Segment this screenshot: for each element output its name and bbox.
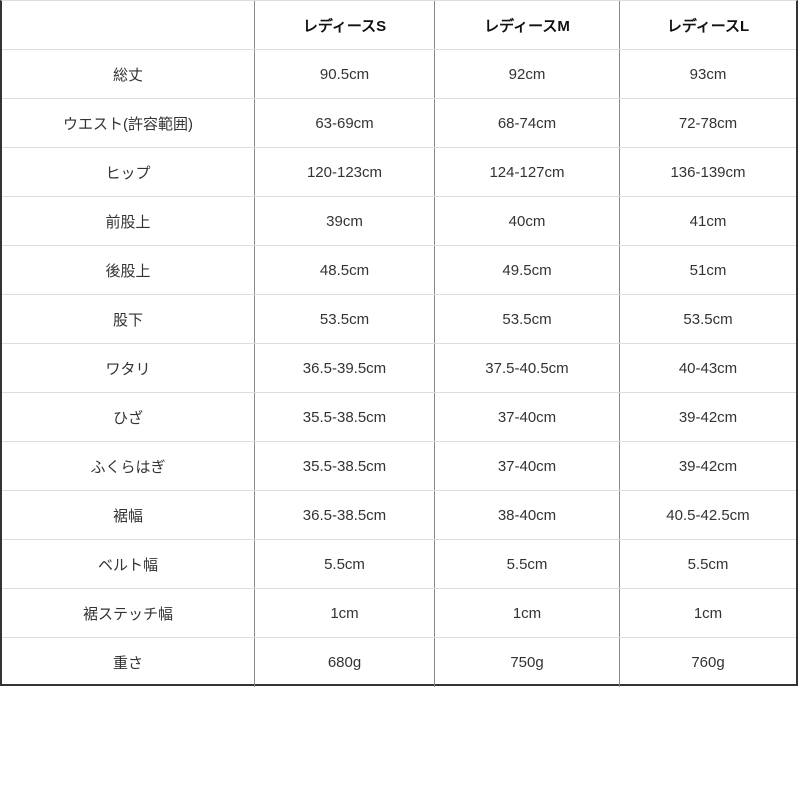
- table-cell: 37.5-40.5cm: [435, 344, 620, 392]
- table-row: 前股上 39cm 40cm 41cm: [2, 197, 796, 246]
- table-cell: 120-123cm: [255, 148, 435, 196]
- row-label: 前股上: [2, 197, 255, 245]
- table-row: 裾幅 36.5-38.5cm 38-40cm 40.5-42.5cm: [2, 491, 796, 540]
- row-label: 裾幅: [2, 491, 255, 539]
- table-cell: 53.5cm: [683, 310, 733, 328]
- table-row: ふくらはぎ 35.5-38.5cm 37-40cm 39-42cm: [2, 442, 796, 491]
- table-cell: 36.5-38.5cm: [255, 491, 435, 539]
- table-cell: 39cm: [255, 197, 435, 245]
- table-cell: 38-40cm: [435, 491, 620, 539]
- row-label: ひざ: [2, 393, 255, 441]
- table-row: 裾ステッチ幅 1cm 1cm 1cm: [2, 589, 796, 638]
- table-cell: 136-139cm: [670, 163, 746, 181]
- row-label: 総丈: [2, 50, 255, 98]
- table-cell: 750g: [435, 638, 620, 687]
- table-cell: 53.5cm: [255, 295, 435, 343]
- table-cell: 1cm: [435, 589, 620, 637]
- table-row: ひざ 35.5-38.5cm 37-40cm 39-42cm: [2, 393, 796, 442]
- table-cell: 39-42cm: [678, 408, 738, 426]
- table-cell: 49.5cm: [435, 246, 620, 294]
- table-row: ワタリ 36.5-39.5cm 37.5-40.5cm 40-43cm: [2, 344, 796, 393]
- table-cell: 124-127cm: [435, 148, 620, 196]
- table-cell: 680g: [255, 638, 435, 687]
- table-row: 股下 53.5cm 53.5cm 53.5cm: [2, 295, 796, 344]
- row-label: 股下: [2, 295, 255, 343]
- table-cell: 48.5cm: [255, 246, 435, 294]
- table-cell: 40.5-42.5cm: [666, 506, 750, 524]
- table-cell: 35.5-38.5cm: [255, 393, 435, 441]
- table-cell: 51cm: [689, 261, 727, 279]
- table-cell: 39-42cm: [678, 457, 738, 475]
- table-row: 総丈 90.5cm 92cm 93cm: [2, 50, 796, 99]
- table-cell: 36.5-39.5cm: [255, 344, 435, 392]
- header-cell: レディースS: [255, 1, 435, 49]
- table-cell: 5.5cm: [687, 555, 729, 573]
- table-cell: 35.5-38.5cm: [255, 442, 435, 490]
- header-cell: [2, 1, 255, 49]
- table-cell: 93cm: [689, 65, 727, 83]
- header-row: レディースS レディースM レディースL: [2, 1, 796, 50]
- header-cell: レディースM: [435, 1, 620, 49]
- table-cell: 1cm: [693, 604, 723, 622]
- table-cell: 41cm: [689, 212, 727, 230]
- table-cell: 37-40cm: [435, 442, 620, 490]
- table-row: ウエスト(許容範囲) 63-69cm 68-74cm 72-78cm: [2, 99, 796, 148]
- table-cell: 72-78cm: [678, 114, 738, 132]
- row-label: 裾ステッチ幅: [2, 589, 255, 637]
- row-label: ワタリ: [2, 344, 255, 392]
- table-cell: 1cm: [255, 589, 435, 637]
- table-row: ヒップ 120-123cm 124-127cm 136-139cm: [2, 148, 796, 197]
- table-cell: 37-40cm: [435, 393, 620, 441]
- row-label: ふくらはぎ: [2, 442, 255, 490]
- table-cell: 63-69cm: [255, 99, 435, 147]
- size-table: レディースS レディースM レディースL 総丈 90.5cm 92cm 93cm ウエス…: [0, 0, 798, 687]
- table-cell: 90.5cm: [255, 50, 435, 98]
- row-label: 重さ: [2, 638, 255, 687]
- table-cell: 40cm: [435, 197, 620, 245]
- table-cell: 760g: [691, 654, 725, 671]
- row-label: ヒップ: [2, 148, 255, 196]
- row-label: ウエスト(許容範囲): [2, 99, 255, 147]
- table-row: 後股上 48.5cm 49.5cm 51cm: [2, 246, 796, 295]
- table-cell: 40-43cm: [678, 359, 738, 377]
- table-cell: 5.5cm: [255, 540, 435, 588]
- table-row: ベルト幅 5.5cm 5.5cm 5.5cm: [2, 540, 796, 589]
- table-cell: 53.5cm: [435, 295, 620, 343]
- table-cell: 92cm: [435, 50, 620, 98]
- row-label: ベルト幅: [2, 540, 255, 588]
- header-cell: レディースL: [666, 17, 750, 35]
- table-row: 重さ 680g 750g 760g: [2, 638, 796, 687]
- row-label: 後股上: [2, 246, 255, 294]
- table-cell: 68-74cm: [435, 99, 620, 147]
- table-cell: 5.5cm: [435, 540, 620, 588]
